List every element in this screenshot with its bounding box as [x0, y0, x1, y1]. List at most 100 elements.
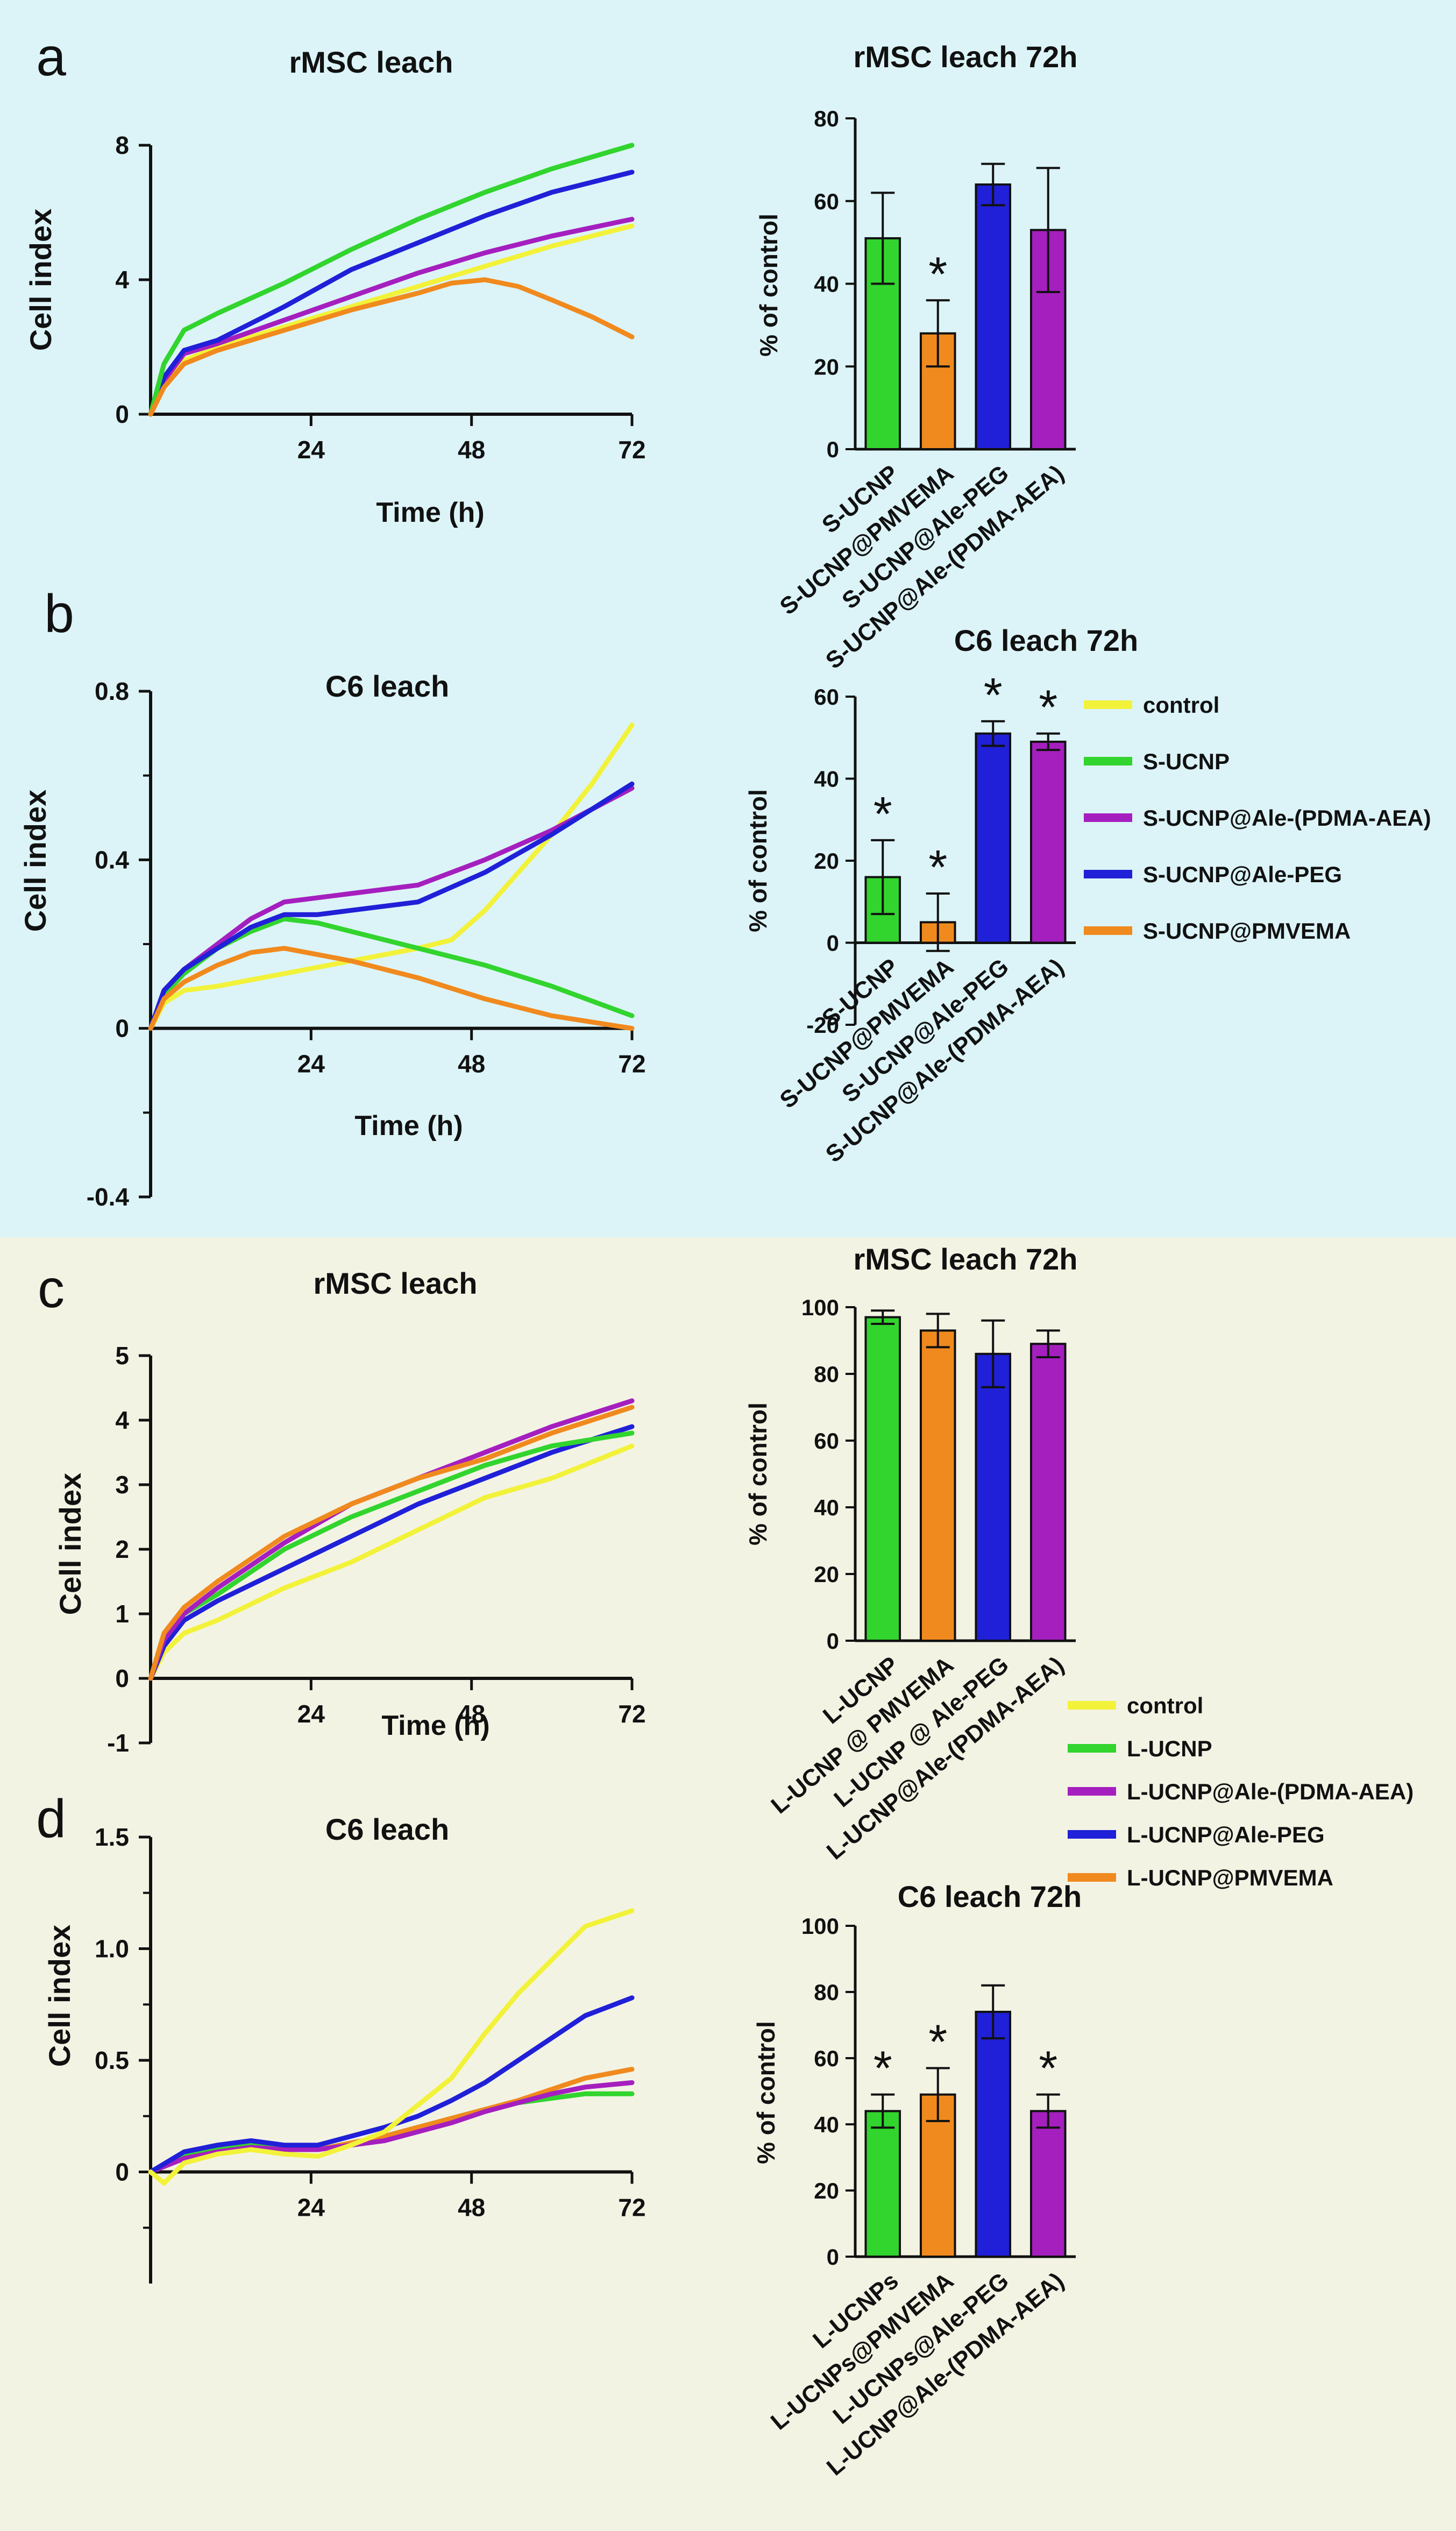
x-tick-label: 72 [618, 2194, 645, 2222]
y-axis-label: % of control [755, 214, 783, 357]
y-tick-label: 60 [814, 1428, 839, 1454]
series-line-S-UCNP [148, 143, 635, 417]
y-tick-label: 8 [115, 131, 129, 159]
chart-title: C6 leach [325, 1812, 449, 1846]
series-line-S-UCNP@PMVEMA [148, 277, 635, 417]
y-tick-label: 60 [814, 2046, 839, 2071]
chart-title: C6 leach 72h [898, 1880, 1082, 1913]
x-tick-label: 24 [297, 1700, 325, 1728]
y-tick-label: 0 [115, 400, 129, 428]
series-line-S-UCNP@Ale-PEG [148, 169, 635, 417]
bar-S-UCNP@Ale-PEG [975, 183, 1012, 450]
legend-label: L-UCNP@PMVEMA [1127, 1865, 1333, 1890]
panel-letter: b [44, 584, 74, 644]
y-tick-label: 1.0 [95, 1935, 129, 1963]
legend-label: S-UCNP@Ale-(PDMA-AEA) [1143, 805, 1431, 831]
y-tick-label: 0.5 [95, 2046, 129, 2074]
x-axis-label: Time (h) [376, 497, 484, 528]
significance-marker: * [984, 669, 1003, 722]
x-tick-label: 48 [458, 2194, 485, 2222]
y-tick-label: 0 [827, 1628, 839, 1654]
y-axis-label: Cell index [53, 1473, 87, 1615]
series-line-S-UCNP@Ale-PEG [148, 781, 635, 1031]
bar-L-UCNP @ Ale-PEG [975, 1352, 1012, 1642]
y-tick-label: 20 [814, 848, 839, 874]
legend-label: L-UCNP@Ale-(PDMA-AEA) [1127, 1779, 1414, 1804]
chart-d_line: d C6 leach Cell index 0 0.5 1.0 1.5 24 48 72 [36, 1789, 646, 2284]
y-tick-label: 60 [814, 684, 839, 710]
y-tick-label: 100 [801, 1295, 839, 1320]
legend-top: control S-UCNP S-UCNP@Ale-(PDMA-AEA) S-UCNP… [1084, 692, 1431, 944]
x-tick-label: 72 [618, 1050, 645, 1078]
y-tick-label: 40 [814, 767, 839, 792]
y-tick-label: 2 [115, 1535, 129, 1563]
panel-letter: c [38, 1259, 65, 1319]
y-tick-label: 0 [115, 1664, 129, 1692]
x-axis-label: Time (h) [354, 1110, 463, 1142]
y-tick-label: 20 [814, 354, 839, 379]
legend-label: S-UCNP [1143, 749, 1230, 774]
significance-marker: * [928, 247, 947, 301]
y-axis-label: % of control [752, 2021, 780, 2164]
chart-title: rMSC leach [289, 45, 453, 79]
legend-label: S-UCNP@PMVEMA [1143, 918, 1351, 944]
y-tick-label: 100 [801, 1913, 839, 1939]
y-tick-label: 0 [115, 1015, 129, 1043]
chart-c_line: c rMSC leach Time (h) Cell index -1 0 1 2 3 4 5 24 4… [38, 1259, 646, 1757]
legend-label: L-UCNP@Ale-PEG [1127, 1822, 1325, 1847]
significance-marker: * [873, 2042, 892, 2096]
series-line-S-UCNP [148, 916, 635, 1031]
series-line-S-UCNP@PMVEMA [148, 946, 635, 1031]
legend-label: control [1143, 692, 1219, 718]
y-axis-label: Cell index [18, 790, 52, 932]
y-axis-label: % of control [744, 1402, 772, 1545]
series-line-L-UCNP@PMVEMA [148, 1405, 635, 1681]
x-tick-label: 72 [618, 436, 645, 464]
y-tick-label: 60 [814, 189, 839, 214]
y-tick-label: 4 [115, 1406, 129, 1434]
significance-marker: * [928, 2015, 947, 2069]
y-tick-label: -1 [107, 1729, 129, 1757]
bar-L-UCNP [864, 1316, 901, 1642]
y-tick-label: -20 [806, 1012, 839, 1038]
top-background [0, 0, 1456, 1237]
x-tick-label: 24 [297, 2194, 325, 2222]
y-tick-label: 0 [827, 437, 839, 462]
x-tick-label: 24 [297, 1050, 325, 1078]
y-tick-label: 0.8 [95, 677, 129, 705]
bar-L-UCNP @ PMVEMA [919, 1329, 956, 1642]
y-tick-label: 80 [814, 1980, 839, 2005]
bar-L-UCNP@Ale-(PDMA-AEA) [1029, 2110, 1067, 2258]
y-axis-label: Cell index [42, 1925, 76, 2067]
chart-title: C6 leach [325, 669, 449, 703]
series-line-L-UCNP@Ale-PEG [148, 1995, 635, 2174]
chart-title: rMSC leach 72h [853, 40, 1077, 74]
legend-label: control [1127, 1693, 1203, 1718]
bar-S-UCNP@Ale-PEG [975, 732, 1012, 944]
chart-title: rMSC leach 72h [853, 1242, 1077, 1276]
significance-marker: * [928, 841, 947, 895]
y-tick-label: 0 [115, 2158, 129, 2186]
legend-bottom: control L-UCNP L-UCNP@Ale-(PDMA-AEA) L-UCNP… [1068, 1693, 1414, 1890]
bar-L-UCNPs [864, 2110, 901, 2258]
bar-S-UCNP@Ale-(PDMA-AEA) [1029, 740, 1067, 944]
series-line-control [148, 1443, 635, 1681]
chart-b_line: b C6 leach Time (h) Cell index -0.4 0 0.4 0.8 24… [18, 584, 646, 1211]
chart-title: C6 leach 72h [954, 623, 1138, 657]
y-tick-label: 0.4 [95, 846, 129, 874]
y-tick-label: 80 [814, 1362, 839, 1387]
panel-letter: d [36, 1789, 66, 1849]
y-tick-label: -0.4 [87, 1183, 130, 1211]
y-tick-label: 1.5 [95, 1823, 129, 1851]
x-tick-label: 48 [458, 436, 485, 464]
bar-L-UCNP@Ale-(PDMA-AEA) [1029, 1343, 1067, 1642]
y-tick-label: 4 [115, 266, 129, 294]
x-tick-label: 48 [458, 1050, 485, 1078]
y-axis-label: % of control [744, 789, 772, 932]
chart-title: rMSC leach [314, 1266, 478, 1300]
legend-label: L-UCNP [1127, 1736, 1212, 1761]
y-tick-label: 5 [115, 1342, 129, 1370]
y-tick-label: 3 [115, 1471, 129, 1499]
